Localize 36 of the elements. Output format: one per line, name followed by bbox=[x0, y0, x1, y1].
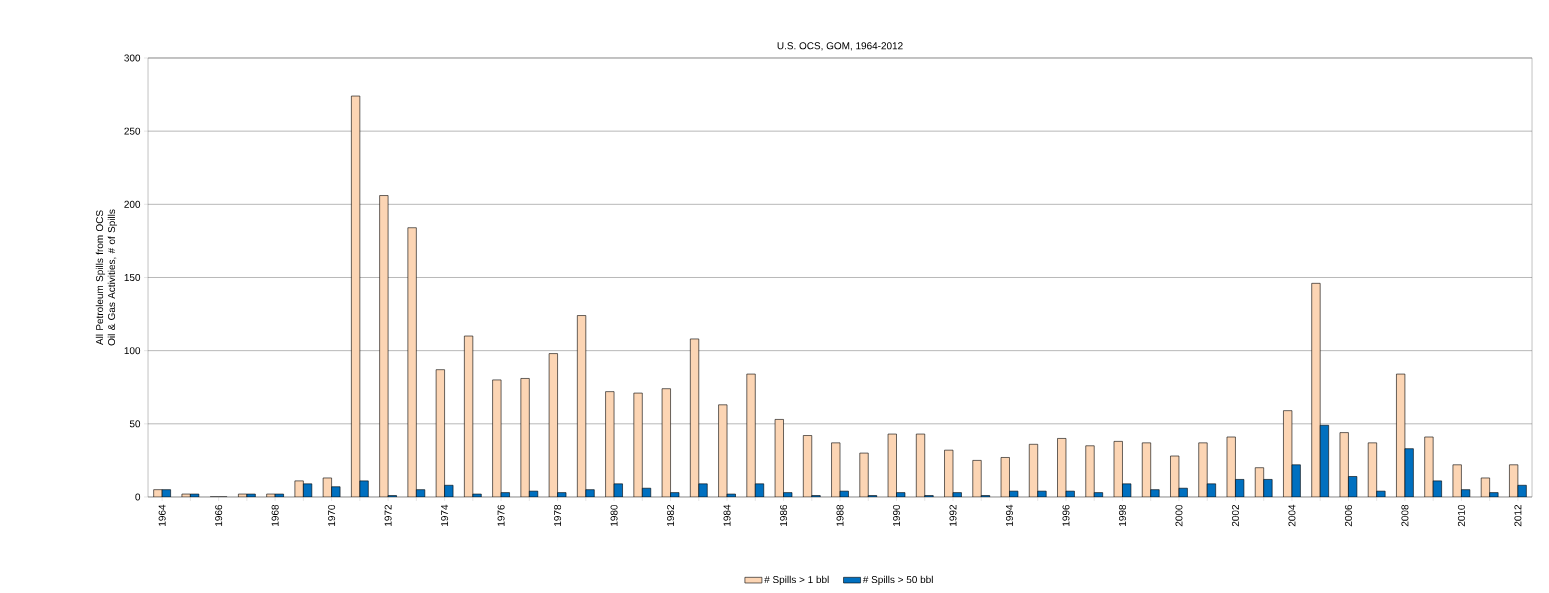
chart-title: U.S. OCS, GOM, 1964-2012 bbox=[777, 42, 903, 51]
y-tick-label: 50 bbox=[129, 420, 141, 428]
y-tick-label: 250 bbox=[124, 127, 141, 135]
x-tick-label: 1964 bbox=[158, 504, 166, 526]
x-tick-label: 2008 bbox=[1401, 504, 1409, 527]
x-tick-label: 1986 bbox=[780, 504, 788, 526]
y-tick-label: 0 bbox=[135, 493, 141, 501]
x-tick-label: 1998 bbox=[1118, 504, 1126, 526]
legend-label: # Spills > 1 bbl bbox=[764, 575, 829, 586]
y-tick-label: 100 bbox=[124, 347, 141, 355]
x-tick-label: 1980 bbox=[610, 504, 618, 526]
x-tick-label: 1974 bbox=[441, 504, 449, 526]
x-tick-label: 2012 bbox=[1514, 505, 1522, 527]
x-tick-label: 1978 bbox=[554, 504, 562, 526]
x-tick-label: 2000 bbox=[1175, 504, 1183, 527]
x-tick-label: 1990 bbox=[892, 504, 901, 526]
x-tick-label: 1968 bbox=[271, 504, 279, 526]
y-tick-label: 200 bbox=[124, 200, 141, 208]
x-tick-label: 1984 bbox=[723, 504, 731, 526]
x-tick-label: 2004 bbox=[1288, 504, 1296, 527]
y-tick-label: 300 bbox=[124, 54, 141, 62]
x-tick-label: 2010 bbox=[1457, 504, 1465, 527]
x-tick-label: 1966 bbox=[215, 504, 223, 526]
x-tick-label: 1982 bbox=[667, 505, 675, 526]
x-tick-label: 1972 bbox=[384, 505, 392, 526]
x-tick-label: 1976 bbox=[497, 504, 505, 526]
y-axis-title: All Petroleum Spills from OCS Oil & Gas Activities, # of Spills bbox=[95, 209, 118, 346]
x-tick-label: 1992 bbox=[949, 505, 957, 526]
x-tick-label: 1988 bbox=[836, 504, 844, 526]
x-tick-label: 1970 bbox=[328, 504, 336, 526]
x-tick-label: 2002 bbox=[1231, 505, 1239, 527]
y-tick-label: 150 bbox=[124, 273, 141, 282]
x-tick-label: 1994 bbox=[1005, 504, 1014, 526]
legend-label: # Spills > 50 bbl bbox=[862, 575, 933, 586]
x-tick-label: 2006 bbox=[1344, 504, 1352, 527]
x-tick-label: 1996 bbox=[1062, 504, 1070, 526]
